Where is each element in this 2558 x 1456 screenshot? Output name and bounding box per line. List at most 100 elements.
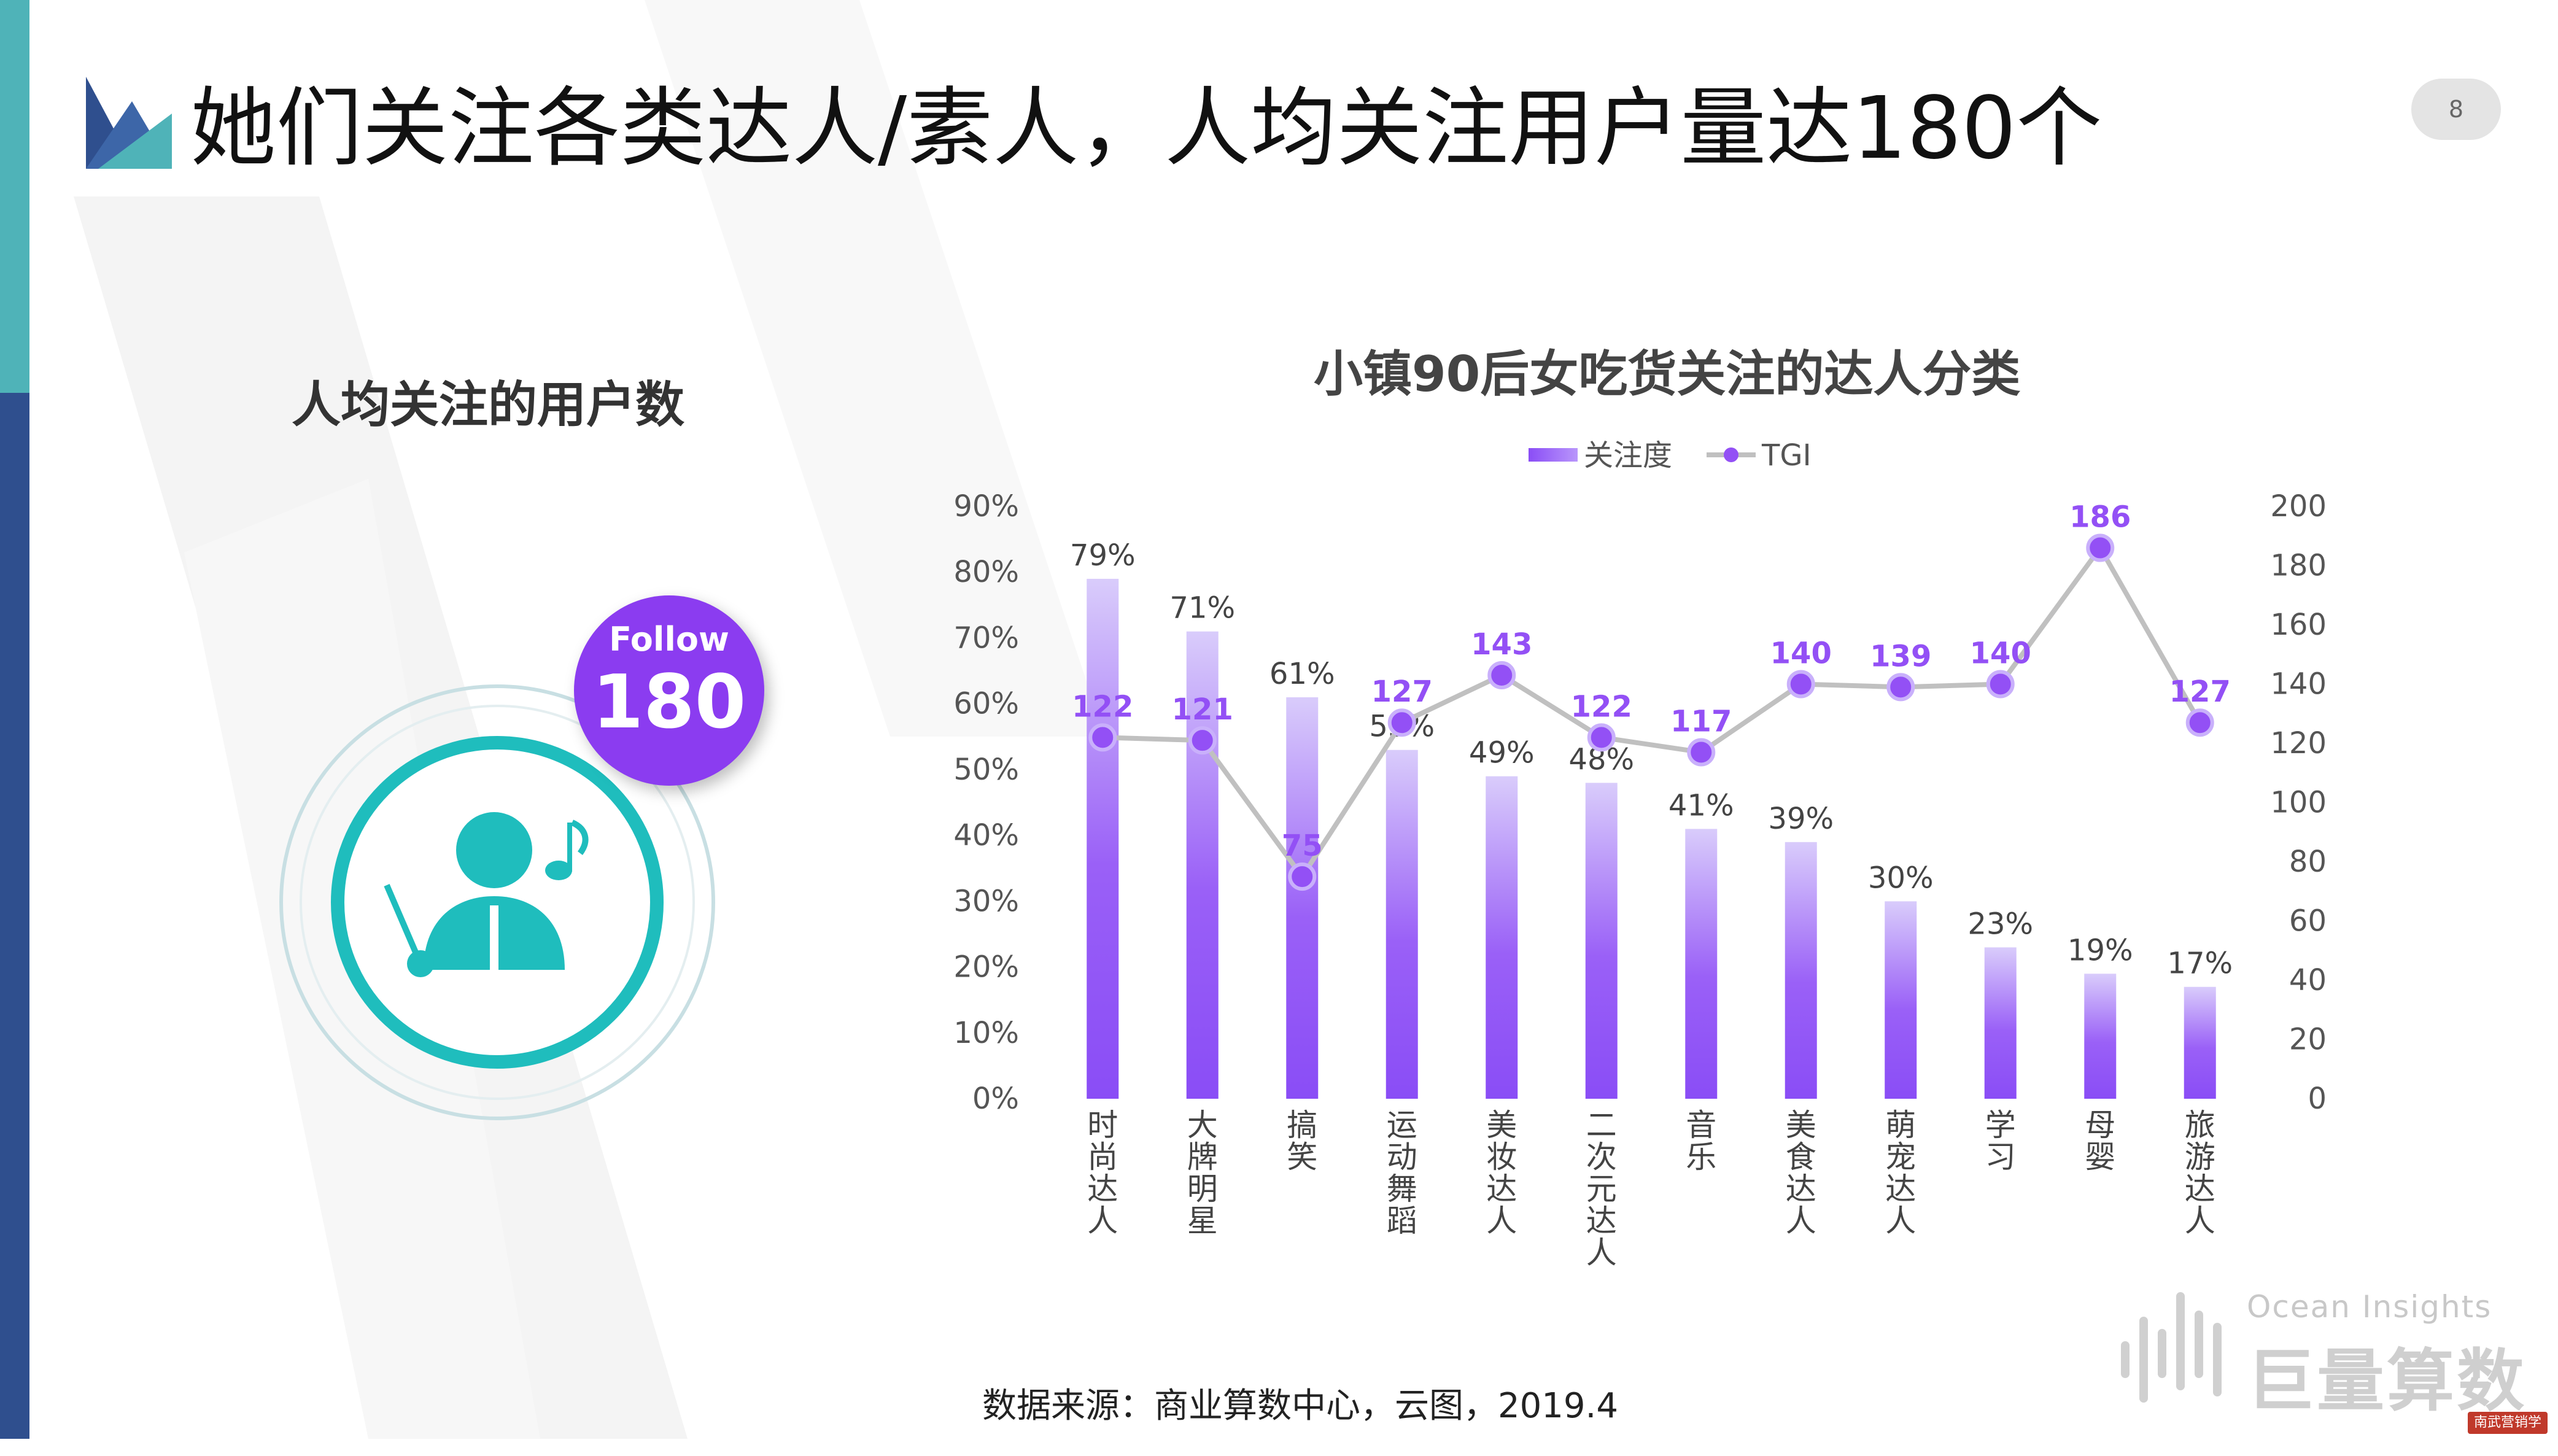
bar	[1585, 783, 1618, 1099]
right-axis-tick-label: 160	[2270, 608, 2327, 642]
follow-count-value: 180	[592, 660, 746, 745]
page-number-badge: 8	[2411, 79, 2501, 140]
x-axis-category-label: 二次元达人	[1586, 1107, 1617, 1271]
right-axis-tick-label: 140	[2270, 667, 2327, 702]
left-axis-tick-label: 60%	[953, 687, 1019, 721]
tgi-data-label: 139	[1870, 639, 1931, 673]
bar-data-label: 41%	[1669, 788, 1734, 823]
bar	[1186, 631, 1219, 1099]
bar	[1984, 947, 2017, 1099]
bar-series: 79%71%61%53%49%48%41%39%30%23%19%17%	[1070, 538, 2233, 1099]
left-axis-tick-label: 70%	[953, 621, 1019, 655]
right-axis-tick-label: 0	[2308, 1082, 2327, 1116]
x-axis-category-label: 萌宠达人	[1885, 1107, 1916, 1239]
user-icon-rings	[279, 684, 715, 1120]
bar	[1386, 749, 1418, 1099]
x-axis-category-label: 大牌明星	[1187, 1107, 1218, 1239]
combo-chart: 关注度 TGI 0% 10% 20% 30% 40% 50% 60% 70% 80% 90% 0 20…	[953, 438, 2327, 1271]
accent-bar-teal	[0, 0, 29, 393]
x-axis-category-label: 音乐	[1686, 1107, 1716, 1175]
tgi-data-label: 127	[1371, 675, 1433, 709]
x-axis-category-label: 运动舞蹈	[1387, 1107, 1417, 1239]
tgi-point	[1387, 708, 1416, 737]
bar-data-label: 39%	[1768, 802, 1834, 836]
tgi-data-label: 122	[1571, 689, 1632, 724]
bar-data-label: 49%	[1469, 736, 1535, 770]
tgi-point	[1088, 723, 1117, 752]
bar-data-label: 71%	[1169, 591, 1235, 625]
right-axis-tick-label: 180	[2270, 549, 2327, 583]
tgi-data-label: 122	[1072, 689, 1133, 724]
right-axis-tick-label: 20	[2289, 1023, 2327, 1057]
bar-data-label: 17%	[2167, 947, 2233, 981]
left-y-axis: 0% 10% 20% 30% 40% 50% 60% 70% 80% 90%	[953, 489, 1019, 1116]
bar-data-label: 23%	[1967, 907, 2033, 941]
bar	[1885, 901, 1917, 1099]
right-axis-tick-label: 200	[2270, 489, 2327, 524]
left-axis-tick-label: 0%	[972, 1082, 1019, 1116]
tgi-data-label: 143	[1471, 627, 1532, 662]
x-axis-category-label: 学习	[1985, 1107, 2016, 1175]
tgi-point	[2086, 533, 2115, 562]
right-axis-tick-label: 80	[2289, 845, 2327, 879]
tgi-data-label: 140	[1970, 637, 2031, 671]
right-y-axis: 0 20 40 60 80 100 120 140 160 180 200	[2270, 489, 2327, 1116]
tgi-point	[1188, 726, 1217, 755]
tgi-point	[1487, 661, 1516, 690]
tgi-point	[1288, 862, 1317, 891]
brand-name-cn: 巨量算数	[2247, 1342, 2527, 1420]
brand-name-en: Ocean Insights	[2247, 1289, 2492, 1325]
bar	[1685, 829, 1718, 1099]
left-axis-tick-label: 80%	[953, 555, 1019, 589]
page-title: 她们关注各类达人/素人，人均关注用户量达180个	[190, 79, 2103, 179]
left-axis-tick-label: 90%	[953, 489, 1019, 524]
chart-legend: 关注度 TGI	[1529, 438, 1812, 473]
legend-marker-line	[1724, 447, 1738, 462]
tgi-point	[2185, 708, 2214, 737]
bar-data-label: 79%	[1070, 538, 1136, 573]
x-axis-category-label: 搞笑	[1287, 1107, 1317, 1175]
data-source-note: 数据来源：商业算数中心，云图，2019.4	[982, 1386, 1618, 1426]
x-axis-category-label: 母婴	[2085, 1107, 2115, 1175]
bar-data-label: 61%	[1269, 657, 1335, 691]
legend-label-bar: 关注度	[1584, 438, 1672, 473]
legend-swatch-bar	[1529, 448, 1578, 462]
follow-count-badge: Follow 180	[574, 595, 764, 786]
left-axis-tick-label: 30%	[953, 884, 1019, 918]
bar	[1286, 697, 1319, 1099]
tgi-data-label: 117	[1670, 704, 1732, 738]
conductor-person-icon	[384, 812, 565, 977]
right-axis-tick-label: 100	[2270, 786, 2327, 820]
tgi-data-label: 121	[1172, 692, 1233, 727]
right-axis-tick-label: 40	[2289, 963, 2327, 997]
x-axis-category-label: 时尚达人	[1087, 1107, 1118, 1239]
tgi-point	[1587, 723, 1616, 752]
right-axis-tick-label: 60	[2289, 904, 2327, 939]
tgi-point	[1986, 670, 2015, 699]
accent-bar-navy	[0, 393, 29, 1439]
bar	[2084, 974, 2117, 1099]
tgi-line	[1103, 543, 2203, 881]
left-axis-tick-label: 50%	[953, 753, 1019, 787]
bar	[1486, 776, 1518, 1099]
left-axis-tick-label: 20%	[953, 950, 1019, 985]
x-axis-labels: 时尚达人 大牌明星 搞笑 运动舞蹈 美妆达人 二次元达人 音乐 美食达人 萌宠达人 学习 母婴 旅游达…	[1087, 1107, 2215, 1271]
follow-label: Follow	[609, 620, 729, 659]
x-axis-category-label: 旅游达人	[2185, 1107, 2215, 1239]
tgi-data-label: 127	[2169, 675, 2231, 709]
tgi-data-label: 186	[2069, 500, 2131, 535]
tgi-point	[1786, 670, 1815, 699]
bar	[1087, 578, 1119, 1099]
bar-data-label: 19%	[2068, 933, 2133, 967]
left-axis-tick-label: 10%	[953, 1016, 1019, 1050]
chart-title: 小镇90后女吃货关注的达人分类	[1314, 346, 2021, 403]
tgi-line-series: 122 121 75 127 143 122 117 140 139 140 186 127	[1072, 500, 2231, 891]
right-axis-tick-label: 120	[2270, 726, 2327, 761]
watermark-stamp: 南武营销学院	[2468, 1412, 2548, 1452]
tgi-point	[1687, 738, 1716, 767]
x-axis-category-label: 美妆达人	[1486, 1107, 1517, 1239]
x-axis-category-label: 美食达人	[1786, 1107, 1816, 1239]
brand-logo-icon	[86, 77, 172, 169]
left-axis-tick-label: 40%	[953, 818, 1019, 853]
bar-data-label: 30%	[1868, 861, 1934, 895]
